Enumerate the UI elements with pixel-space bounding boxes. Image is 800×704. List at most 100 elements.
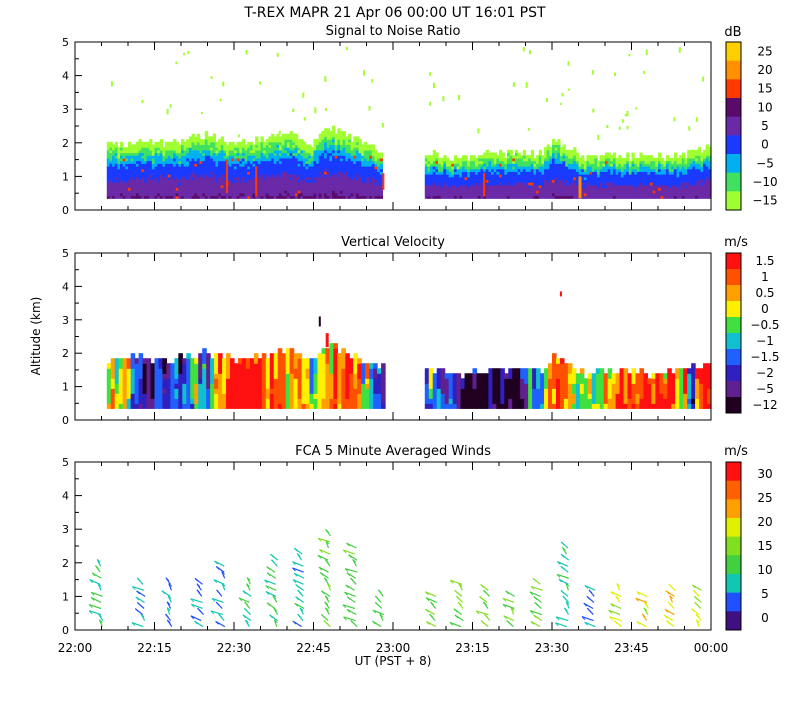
vv-cell — [115, 368, 120, 374]
vv-cell — [381, 368, 386, 374]
vv-cell — [127, 398, 132, 404]
vv-cell — [107, 373, 112, 379]
vv-cell — [317, 393, 322, 399]
vv-cell — [369, 363, 374, 369]
vv-cell — [143, 363, 148, 369]
vv-cell — [274, 393, 279, 399]
vv-cell — [310, 373, 315, 379]
vv-cell — [333, 368, 338, 374]
vv-cell — [155, 393, 160, 399]
snr-speckle — [167, 109, 169, 115]
vv-cell — [254, 378, 259, 384]
vv-cell — [321, 348, 326, 354]
vv-cell — [174, 378, 179, 384]
vv-cell — [266, 403, 271, 409]
vv-cell — [246, 378, 251, 384]
vv-cell — [329, 373, 334, 379]
vv-cell — [143, 368, 148, 374]
vv-cell — [218, 358, 223, 364]
vv-cell — [290, 398, 295, 404]
vv-cell — [127, 373, 132, 379]
vv-cell — [325, 378, 330, 384]
vv-cell — [333, 373, 338, 379]
vv-cell — [290, 393, 295, 399]
vv-cell — [151, 363, 156, 369]
vv-cell — [178, 403, 183, 409]
vv-cell — [270, 383, 275, 389]
snr-speckle — [279, 131, 281, 135]
snr-cell — [149, 139, 152, 142]
vv-cell — [238, 358, 243, 364]
snr-cell — [348, 134, 351, 137]
vv-cell — [182, 393, 187, 399]
vv-cell — [131, 393, 136, 399]
vv-cell — [357, 358, 362, 364]
vv-cell — [274, 368, 279, 374]
vv-cell — [298, 393, 303, 399]
vv-cell — [158, 383, 163, 389]
vv-cell — [178, 383, 183, 389]
vv-cell — [274, 353, 279, 359]
vv-cell — [170, 393, 175, 399]
snr-speckle — [201, 112, 203, 114]
vv-cell — [218, 363, 223, 369]
vv-cell — [298, 373, 303, 379]
vv-cell — [111, 363, 116, 369]
vv-cell — [262, 383, 267, 389]
vv-cell — [429, 388, 434, 394]
snr-speckle — [529, 50, 531, 54]
vv-cell — [190, 383, 195, 389]
vv-cell — [139, 353, 144, 359]
vv-cell — [361, 388, 366, 394]
vv-cell — [139, 388, 144, 394]
vv-cell — [282, 378, 287, 384]
vv-cell — [139, 383, 144, 389]
snr-speckle — [277, 53, 279, 57]
vv-cell — [123, 378, 128, 384]
vv-cell — [143, 378, 148, 384]
vv-cell — [314, 398, 319, 404]
vv-cell — [262, 393, 267, 399]
vv-cell — [345, 368, 350, 374]
vv-cell — [317, 383, 322, 389]
vv-cell — [329, 348, 334, 354]
vv-cell — [198, 368, 203, 374]
vv-cell — [317, 403, 322, 409]
snr-speckle — [304, 117, 306, 121]
vv-cell — [135, 398, 140, 404]
panel-snr-title: Signal to Noise Ratio — [326, 24, 461, 39]
snr-speckle — [302, 93, 304, 98]
vv-cell — [341, 348, 346, 354]
vv-cell — [123, 373, 128, 379]
vv-cell — [345, 358, 350, 364]
vv-cell — [119, 403, 124, 409]
vv-cell — [353, 388, 358, 394]
snr-speckle — [702, 77, 704, 82]
vv-cell — [131, 383, 136, 389]
vv-cell — [194, 358, 199, 364]
vv-cell — [333, 378, 338, 384]
vv-cell — [166, 378, 171, 384]
vv-cell — [433, 373, 438, 379]
vv-cell — [282, 353, 287, 359]
vv-cell — [119, 373, 124, 379]
vv-cell — [258, 393, 263, 399]
vv-cell — [190, 373, 195, 379]
vv-cell — [290, 403, 295, 409]
colorbar-tick-label: 0 — [761, 138, 769, 152]
vv-cell — [369, 403, 374, 409]
vv-cell — [206, 353, 211, 359]
vv-cell — [139, 378, 144, 384]
vv-cell — [119, 378, 124, 384]
vv-cell — [282, 398, 287, 404]
vv-cell — [174, 398, 179, 404]
snr-speckle — [592, 109, 594, 113]
vv-cell — [377, 403, 382, 409]
vv-cell — [317, 363, 322, 369]
vv-cell — [349, 393, 354, 399]
snr-cell — [380, 153, 383, 156]
vv-cell — [115, 388, 120, 394]
vv-cell — [123, 398, 128, 404]
vv-cell — [186, 388, 191, 394]
